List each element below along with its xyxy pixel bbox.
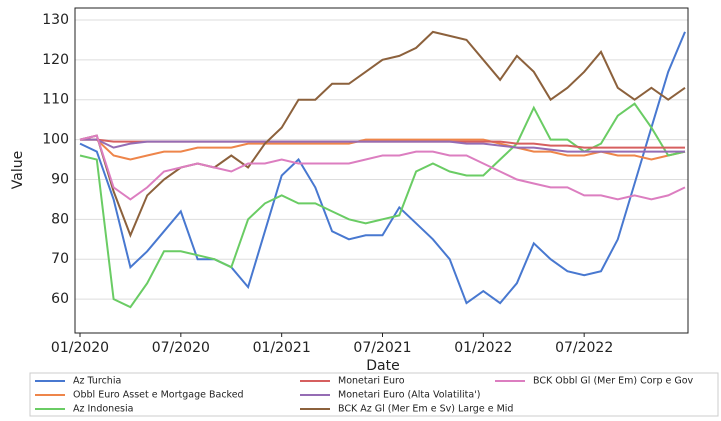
y-tick-label: 60 xyxy=(51,291,69,307)
series-line xyxy=(79,102,686,309)
y-tick-label: 80 xyxy=(51,211,69,227)
y-tick-label: 70 xyxy=(51,251,69,267)
legend-label: BCK Obbl Gl (Mer Em) Corp e Gov xyxy=(533,376,694,387)
legend-label: Monetari Euro (Alta Volatilita') xyxy=(338,390,481,401)
legend-label: Obbl Euro Asset e Mortgage Backed xyxy=(73,390,244,401)
series-line xyxy=(80,138,685,153)
y-tick-label: 100 xyxy=(42,132,69,148)
x-tick-label: 01/2020 xyxy=(51,340,109,356)
plot-frame xyxy=(74,7,689,334)
series-line xyxy=(79,134,686,201)
x-tick-label: 01/2021 xyxy=(253,340,311,356)
legend-box xyxy=(29,372,719,417)
y-tick-label: 110 xyxy=(42,92,69,108)
x-tick-label: 07/2022 xyxy=(555,340,613,356)
y-axis-label: Value xyxy=(10,151,26,189)
legend-label: BCK Az Gl (Mer Em e Sv) Large e Mid xyxy=(338,404,513,415)
x-axis-label: Date xyxy=(366,358,399,374)
legend-label: Az Turchia xyxy=(73,376,121,387)
x-tick-label: 01/2022 xyxy=(454,340,512,356)
y-tick-label: 90 xyxy=(51,171,69,187)
x-tick-label: 07/2020 xyxy=(152,340,210,356)
series-line xyxy=(80,138,686,161)
y-tick-label: 120 xyxy=(42,52,69,68)
series-line xyxy=(79,30,686,238)
legend-label: Az Indonesia xyxy=(73,404,133,415)
y-tick-label: 130 xyxy=(42,12,69,28)
legend-label: Monetari Euro xyxy=(338,376,405,387)
x-tick-label: 07/2021 xyxy=(353,340,411,356)
series-line xyxy=(79,31,686,305)
